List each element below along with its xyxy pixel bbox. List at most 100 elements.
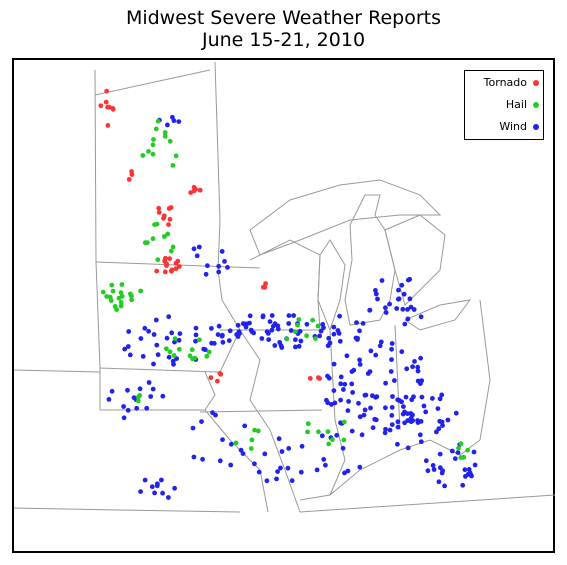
hail-report-marker (465, 447, 470, 453)
wind-report-marker (172, 485, 178, 491)
wind-report-marker (377, 343, 383, 349)
wind-report-marker (288, 328, 294, 333)
wind-report-marker (440, 423, 445, 428)
wind-report-marker (318, 328, 324, 334)
wind-report-marker (453, 410, 459, 416)
wind-report-marker (439, 392, 445, 398)
wind-report-marker (240, 451, 246, 456)
wind-report-marker (337, 313, 342, 319)
wind-report-marker (356, 400, 361, 406)
wind-report-marker (193, 325, 199, 331)
tornado-report-marker (129, 172, 135, 178)
tornado-report-marker (166, 222, 171, 228)
wind-report-marker (399, 399, 404, 405)
hail-report-marker (138, 288, 144, 294)
tornado-report-marker (188, 190, 194, 196)
wind-report-marker (293, 344, 298, 350)
wind-report-marker (220, 339, 226, 345)
wind-report-marker (402, 321, 408, 327)
legend-box: Tornado Hail Wind (464, 70, 544, 140)
hail-report-marker (152, 222, 158, 228)
hail-report-marker (116, 295, 122, 301)
wind-report-marker (389, 413, 395, 418)
wind-report-marker (340, 445, 346, 451)
wind-report-marker (217, 458, 223, 464)
wind-report-marker (437, 396, 443, 402)
wind-report-marker (144, 405, 150, 411)
wind-report-marker (227, 328, 233, 334)
wind-report-marker (423, 458, 429, 464)
hail-report-marker (135, 398, 141, 404)
wind-report-marker (265, 331, 271, 336)
wind-report-marker (150, 386, 156, 392)
wind-report-marker (349, 428, 355, 434)
tornado-report-marker (262, 285, 268, 290)
legend-dot-wind (533, 124, 539, 130)
wind-report-marker (379, 278, 385, 283)
wind-report-marker (317, 333, 322, 339)
wind-report-marker (418, 439, 424, 445)
wind-report-marker (240, 321, 246, 326)
hail-report-marker (107, 294, 113, 300)
hail-report-marker (456, 445, 461, 451)
wind-report-marker (247, 313, 253, 319)
wind-report-marker (177, 331, 183, 336)
wind-report-marker (367, 307, 373, 313)
wind-report-marker (401, 291, 407, 297)
wind-report-marker (471, 449, 477, 455)
wind-report-marker (148, 394, 154, 399)
legend-dot-hail (533, 102, 539, 108)
wind-report-marker (166, 314, 172, 320)
wind-report-marker (142, 477, 148, 483)
wind-report-marker (191, 454, 197, 460)
wind-report-marker (289, 478, 295, 484)
wind-report-marker (299, 443, 305, 449)
hail-report-marker (458, 455, 464, 460)
wind-report-marker (357, 357, 362, 363)
wind-report-marker (228, 441, 234, 447)
wind-report-marker (205, 263, 210, 269)
wind-report-marker (304, 321, 310, 327)
hail-report-marker (189, 347, 195, 353)
wind-report-marker (314, 467, 320, 473)
wind-report-marker (449, 448, 455, 454)
hail-report-marker (150, 142, 156, 148)
wind-report-marker (435, 406, 441, 411)
wind-report-marker (169, 330, 175, 336)
hail-report-marker (249, 437, 255, 443)
wind-report-marker (389, 405, 395, 410)
wind-report-marker (399, 349, 405, 355)
hail-report-marker (187, 353, 193, 359)
wind-report-marker (319, 433, 325, 439)
wind-report-marker (220, 437, 225, 443)
wind-report-marker (327, 340, 333, 346)
wind-report-marker (194, 253, 200, 259)
wind-report-marker (405, 277, 411, 283)
wind-report-marker (125, 344, 131, 349)
wind-report-marker (425, 468, 431, 474)
wind-report-marker (121, 404, 126, 409)
wind-report-marker (242, 423, 248, 429)
wind-report-marker (419, 394, 425, 400)
wind-report-marker (400, 306, 406, 312)
wind-report-marker (200, 456, 206, 462)
wind-report-marker (172, 339, 177, 345)
tornado-report-marker (164, 263, 169, 268)
wind-report-marker (462, 467, 468, 473)
wind-report-marker (387, 301, 392, 307)
wind-report-marker (445, 417, 451, 423)
wind-report-marker (437, 418, 443, 424)
wind-report-marker (264, 478, 270, 484)
wind-report-marker (405, 316, 411, 322)
wind-report-marker (149, 484, 155, 490)
wind-report-marker (216, 263, 222, 269)
wind-report-marker (279, 449, 285, 454)
wind-report-marker (388, 369, 394, 374)
wind-report-marker (405, 307, 410, 312)
wind-report-marker (370, 393, 375, 399)
wind-report-marker (127, 352, 133, 358)
lake-superior (249, 179, 442, 256)
wind-report-marker (121, 415, 127, 421)
wind-report-marker (387, 427, 393, 433)
hail-report-marker (167, 349, 173, 355)
